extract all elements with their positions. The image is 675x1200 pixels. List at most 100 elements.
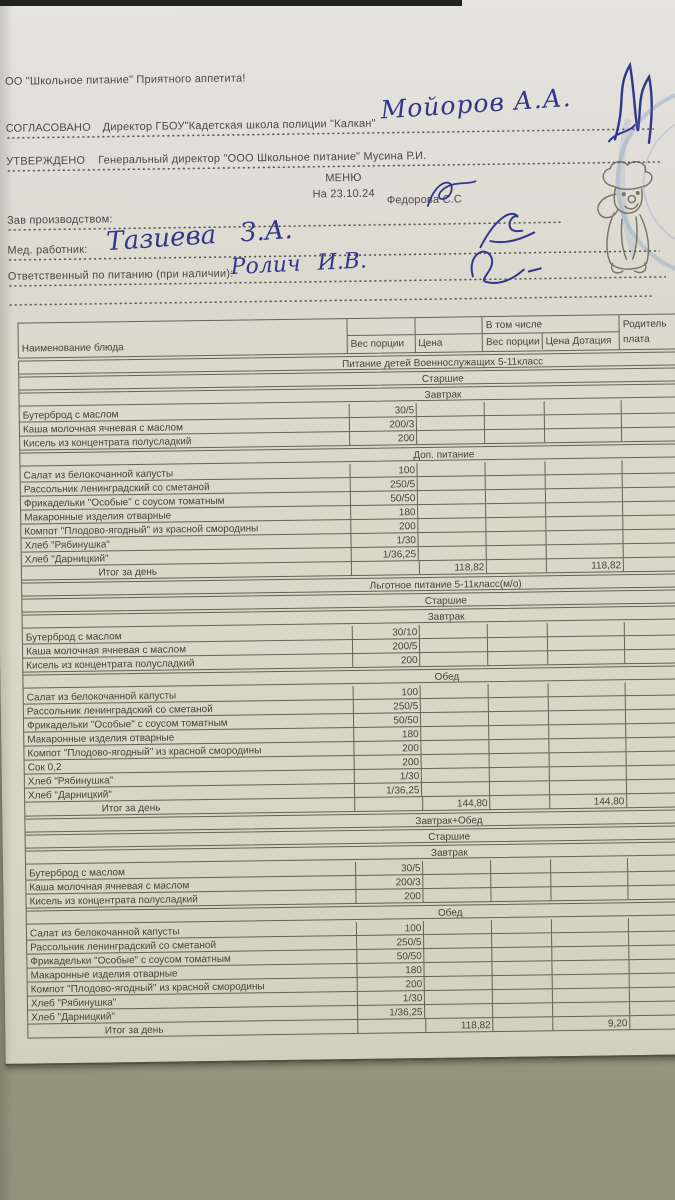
food-responsible-ink-signature (470, 250, 542, 284)
portion-weight-cell: 200 (357, 977, 426, 991)
price-cell (425, 990, 494, 1005)
incl-price-subsidy-cell (549, 710, 627, 725)
header-parent-payment: Родитель плата (622, 318, 667, 346)
incl-price-subsidy-cell (548, 682, 626, 697)
parent-payment-cell (625, 649, 675, 663)
incl-price-subsidy-cell: 118,82 (547, 558, 625, 573)
parent-payment-cell (630, 1015, 675, 1029)
incl-portion-cell (487, 559, 548, 574)
incl-price-subsidy-cell (552, 974, 630, 989)
approved-label: УТВЕРЖДЕНО (6, 154, 86, 168)
agreed-label: СОГЛАСОВАНО (5, 121, 92, 135)
incl-portion-cell (489, 725, 550, 740)
price-cell (425, 976, 494, 991)
price-cell (420, 638, 489, 653)
parent-payment-cell (627, 751, 675, 765)
incl-price-subsidy-cell (552, 960, 630, 975)
parent-payment-cell (622, 413, 675, 427)
incl-price-subsidy-cell (549, 766, 628, 781)
prod-manager-ink-signature (426, 180, 477, 207)
parent-payment-cell (624, 529, 675, 543)
incl-price-subsidy-cell (551, 886, 629, 901)
greeting-line: ОО "Школьное питание" Приятного аппетита… (5, 72, 246, 88)
parent-payment-cell (624, 543, 675, 557)
price-cell (424, 920, 493, 935)
incl-portion-cell (491, 873, 552, 888)
portion-weight-cell: 30/5 (355, 861, 424, 875)
section-band-label: Завтрак+Обед (415, 815, 483, 828)
incl-price-subsidy-cell (550, 780, 628, 795)
incl-price-subsidy-cell (546, 544, 624, 559)
incl-portion-cell (488, 683, 549, 698)
portion-weight-cell: 30/10 (352, 625, 421, 640)
parent-payment-cell (627, 793, 675, 807)
dotted-line (8, 293, 654, 306)
parent-payment-cell (626, 737, 675, 751)
parent-payment-cell (625, 621, 675, 635)
price-cell (417, 430, 486, 445)
incl-price-subsidy-cell: 144,80 (550, 794, 628, 809)
incl-portion-cell (492, 975, 554, 990)
menu-table: Наименование блюда Вес порции Цена В том… (17, 313, 675, 1039)
header-dish-name: Наименование блюда (18, 319, 348, 358)
parent-payment-cell (623, 487, 675, 501)
price-cell (418, 532, 487, 547)
portion-weight-cell: 180 (353, 727, 422, 742)
incl-portion-cell (486, 517, 547, 532)
incl-portion-cell (490, 767, 551, 782)
parent-payment-cell (623, 501, 675, 515)
incl-portion-cell (490, 795, 551, 810)
portion-weight-cell: 1/30 (354, 769, 423, 784)
incl-price-subsidy-cell (551, 872, 629, 887)
portion-weight-cell: 180 (350, 505, 419, 520)
price-cell (420, 684, 490, 699)
portion-weight-cell: 50/50 (356, 949, 425, 963)
parent-payment-cell (629, 917, 675, 931)
portion-weight-cell: 1/36,25 (351, 547, 420, 562)
parent-payment-cell (629, 931, 675, 945)
header-including-group: В том числе Вес порции Цена Дотация (482, 315, 621, 352)
parent-payment-cell (626, 709, 675, 723)
incl-price-subsidy-cell (553, 1002, 631, 1017)
price-cell (423, 860, 492, 875)
incl-price-subsidy-cell: 9,20 (553, 1016, 631, 1031)
section-band-label: Обед (434, 671, 460, 683)
incl-portion-cell (492, 947, 553, 962)
menu-table-header: Наименование блюда Вес порции Цена В том… (17, 313, 675, 359)
portion-weight-cell: 200 (349, 431, 418, 446)
portion-weight-cell (354, 797, 423, 811)
incl-price-subsidy-cell (552, 932, 630, 947)
header-incl-price-subsidy: Цена Дотация (545, 335, 612, 348)
section-band-label: Старшие (424, 595, 467, 607)
incl-price-subsidy-cell (552, 946, 630, 961)
parent-payment-cell (629, 885, 675, 899)
incl-portion-cell (486, 489, 547, 504)
price-cell (418, 490, 487, 505)
portion-weight-cell: 200/3 (355, 875, 424, 889)
parent-payment-cell (630, 973, 675, 987)
incl-portion-cell (492, 933, 553, 948)
incl-portion-cell (489, 753, 550, 768)
parent-payment-cell (627, 765, 675, 779)
parent-payment-cell (626, 723, 675, 737)
parent-payment-cell (622, 427, 675, 441)
incl-price-subsidy-cell (546, 530, 624, 545)
portion-weight-cell: 30/5 (349, 403, 418, 418)
section-band-label: Доп. питание (413, 449, 475, 462)
incl-portion-cell (488, 637, 549, 652)
parent-payment-cell (630, 987, 675, 1001)
portion-weight-cell: 250/5 (350, 477, 419, 492)
parent-payment-cell (629, 945, 675, 959)
price-cell (417, 402, 486, 417)
med-worker-handwritten-name: Тазиева З.А. (105, 214, 294, 258)
parent-payment-cell (626, 681, 675, 695)
incl-portion-cell (493, 1017, 554, 1032)
menu-table-body: Питание детей Военнослужащих 5-11класс Ст… (17, 351, 675, 1039)
incl-portion-cell (485, 461, 546, 476)
parent-payment-cell (630, 959, 675, 973)
photo-dark-edge (0, 0, 462, 6)
parent-payment-cell (626, 695, 675, 709)
price-cell (421, 754, 491, 769)
incl-portion-cell (484, 401, 546, 416)
